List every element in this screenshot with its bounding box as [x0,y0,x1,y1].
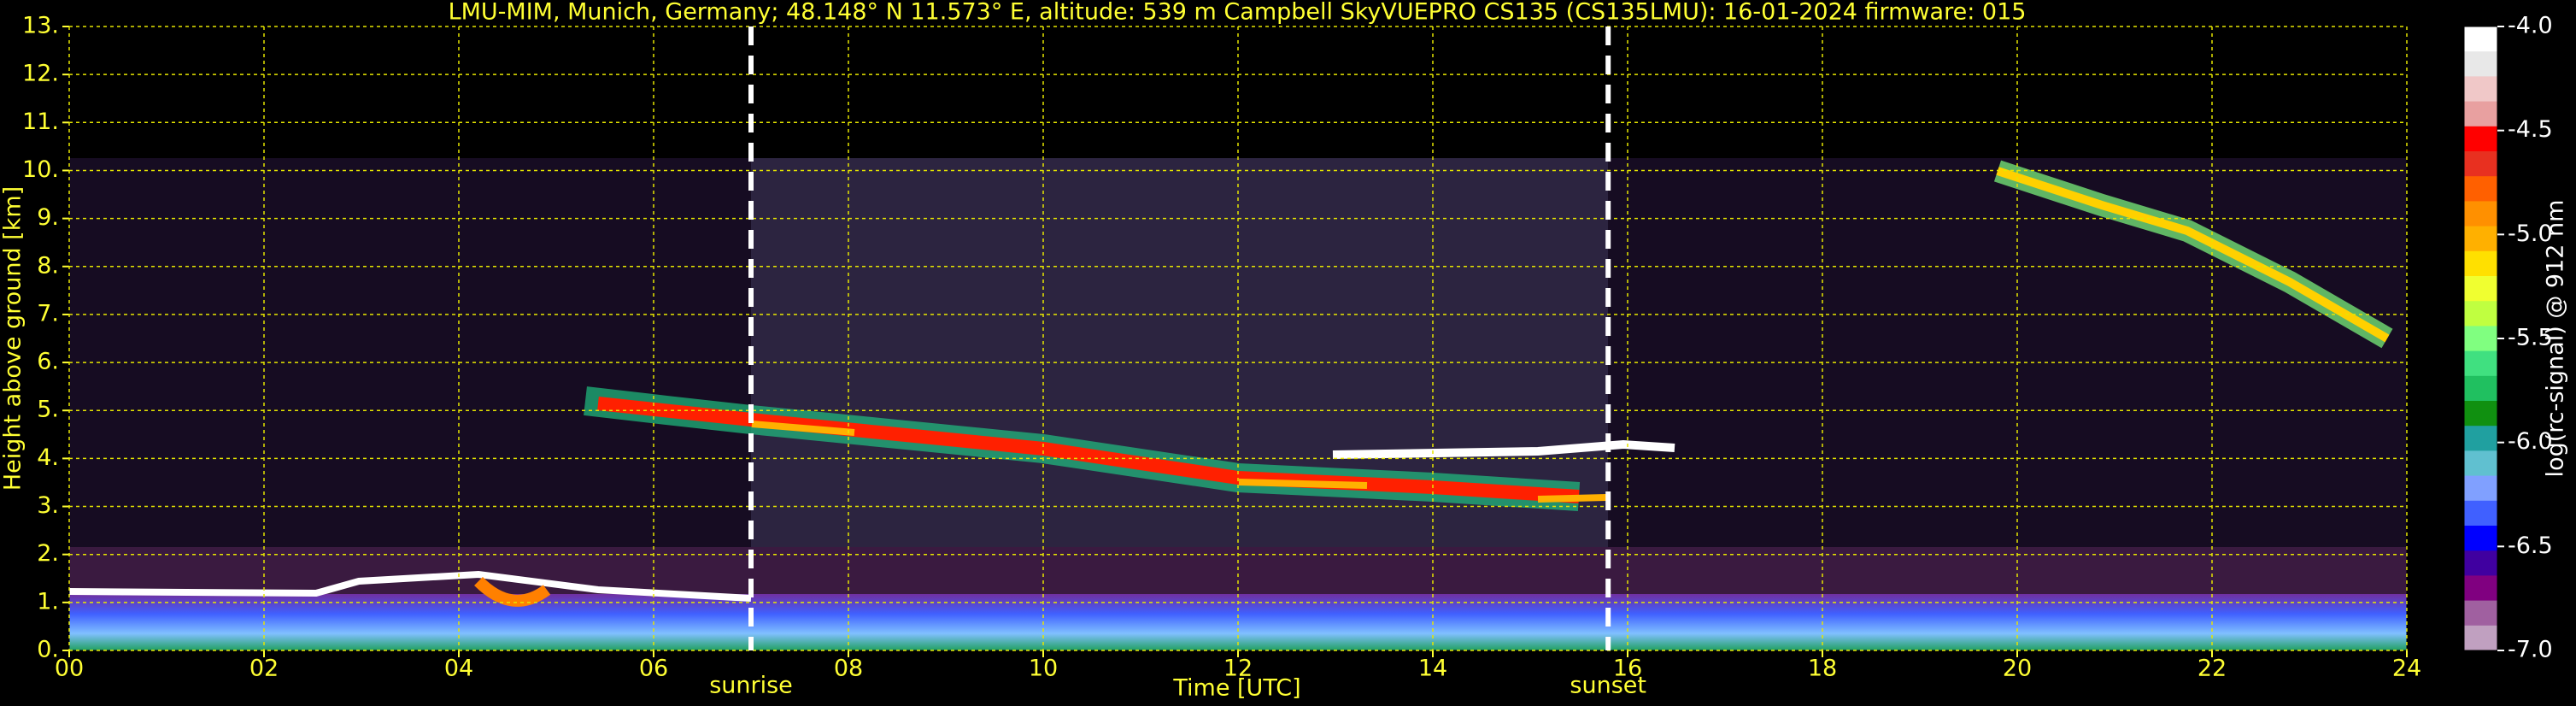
colorbar-segment [2464,126,2497,152]
colorbar-tick-label: -4.0 [2508,13,2553,39]
colorbar-segment [2464,350,2497,377]
colorbar-segment [2464,375,2497,402]
sun-label: sunset [1570,673,1646,699]
x-tick-label: 18 [1808,656,1837,682]
colorbar-segment [2464,76,2497,103]
colorbar-tick-label: -6.5 [2508,532,2553,559]
y-tick-label: 4. [37,444,59,471]
colorbar-tick-label: -5.5 [2508,325,2553,351]
colorbar-segment [2464,101,2497,127]
colorbar-tick-label: -5.0 [2508,221,2553,247]
y-tick-label: 8. [37,252,59,279]
boundary-layer-top [68,570,752,602]
y-axis-label: Height above ground [km] [0,186,26,491]
colorbar-segment [2464,600,2497,627]
y-tick-label: 1. [37,588,59,615]
colorbar-segment [2464,401,2497,427]
colorbar-tick-label: -6.0 [2508,428,2553,455]
colorbar-segment [2464,475,2497,502]
colorbar-segment [2464,51,2497,77]
x-tick-label: 04 [444,656,473,682]
y-tick-label: 0. [37,637,59,663]
colorbar-segment [2464,575,2497,602]
colorbar-segment [2464,26,2497,52]
colorbar-segment [2464,526,2497,551]
colorbar-tick-label: -4.5 [2508,116,2553,143]
y-tick-label: 6. [37,349,59,375]
y-tick-label: 9. [37,204,59,231]
chart-title: LMU-MIM, Munich, Germany; 48.148° N 11.5… [449,0,2027,26]
x-tick-label: 08 [834,656,863,682]
colorbar-segment [2464,426,2497,451]
y-tick-label: 5. [37,397,59,423]
x-tick-label: 24 [2392,656,2421,682]
colorbar-segment [2464,550,2497,576]
colorbar-segment [2464,450,2497,477]
y-tick-label: 11. [22,109,59,135]
colorbar-segment [2464,151,2497,177]
y-tick-label: 2. [37,540,59,567]
colorbar-tick-label: -7.0 [2508,637,2553,663]
x-tick-label: 20 [2003,656,2032,682]
cloud-core [751,421,1607,503]
x-tick-label: 10 [1029,656,1058,682]
colorbar-segment [2464,276,2497,302]
cloud-top [1332,439,1675,459]
y-tick-label: 3. [37,492,59,519]
x-tick-label: 16 [1613,656,1642,682]
colorbar-segment [2464,500,2497,527]
colorbar-segment [2464,226,2497,252]
x-tick-label: 14 [1418,656,1447,682]
colorbar-segment [2464,201,2497,227]
x-tick-label: 00 [55,656,84,682]
colorbar-segment [2464,625,2497,651]
colorbar-segment [2464,176,2497,202]
aerosol-layer [474,576,551,607]
y-tick-label: 7. [37,300,59,327]
colorbar-segment [2464,326,2497,352]
colorbar-label: log(rc-signal) @ 912 nm [2543,200,2569,478]
colorbar-segment [2464,301,2497,327]
x-axis-label: Time [UTC] [1172,675,1300,702]
colorbar-segment [2464,250,2497,277]
sun-label: sunrise [709,673,793,699]
x-tick-label: 22 [2198,656,2227,682]
y-tick-label: 13. [22,13,59,39]
y-tick-label: 10. [22,156,59,183]
cirrus-core [1996,167,2390,343]
x-tick-label: 12 [1223,656,1253,682]
y-tick-label: 12. [22,61,59,87]
x-tick-label: 06 [639,656,668,682]
x-tick-label: 02 [249,656,279,682]
